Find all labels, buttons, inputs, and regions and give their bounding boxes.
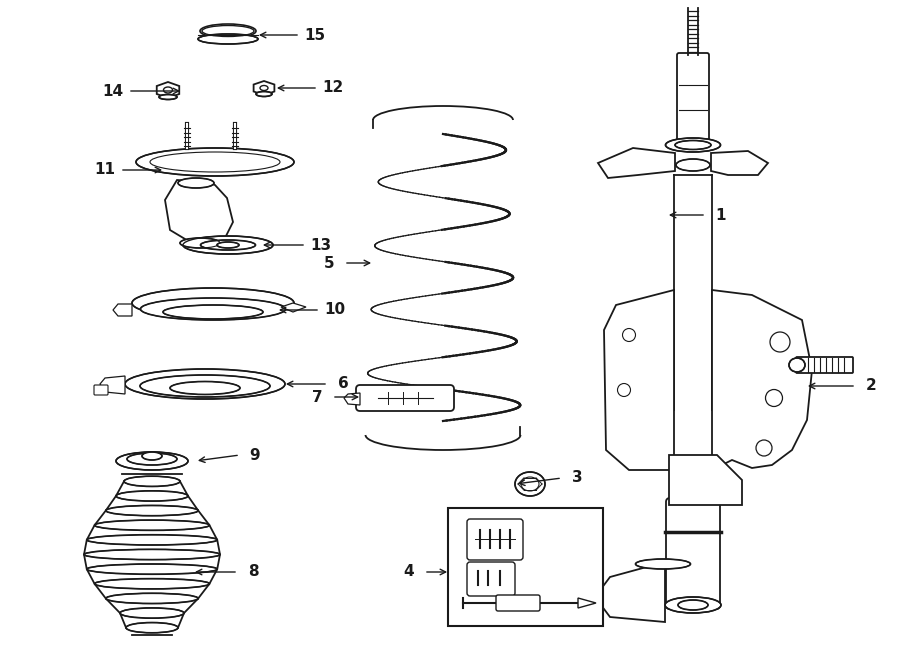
Text: 13: 13: [310, 237, 331, 253]
Polygon shape: [113, 304, 132, 316]
Text: 14: 14: [103, 83, 123, 98]
Polygon shape: [595, 562, 665, 622]
Text: 1: 1: [716, 208, 726, 223]
Ellipse shape: [515, 472, 545, 496]
Ellipse shape: [665, 138, 721, 152]
Ellipse shape: [84, 549, 220, 560]
Polygon shape: [157, 82, 179, 98]
Ellipse shape: [170, 381, 240, 395]
FancyBboxPatch shape: [496, 595, 540, 611]
Ellipse shape: [120, 608, 184, 618]
Text: 11: 11: [94, 163, 115, 178]
Polygon shape: [604, 290, 674, 470]
Ellipse shape: [94, 520, 210, 530]
Text: 15: 15: [304, 28, 326, 42]
Ellipse shape: [198, 34, 258, 44]
Text: 3: 3: [572, 471, 582, 485]
Ellipse shape: [159, 95, 177, 100]
Polygon shape: [344, 393, 360, 405]
Ellipse shape: [217, 242, 239, 248]
Text: 6: 6: [338, 377, 348, 391]
Polygon shape: [165, 180, 233, 244]
Polygon shape: [578, 598, 596, 608]
Polygon shape: [281, 303, 306, 312]
Polygon shape: [598, 148, 675, 178]
Ellipse shape: [142, 452, 162, 460]
Polygon shape: [711, 151, 768, 175]
Ellipse shape: [201, 240, 256, 250]
Ellipse shape: [140, 375, 270, 397]
Text: 4: 4: [404, 564, 414, 580]
FancyBboxPatch shape: [448, 508, 603, 626]
Ellipse shape: [106, 594, 198, 603]
Ellipse shape: [132, 288, 294, 318]
Ellipse shape: [116, 491, 188, 501]
Ellipse shape: [86, 535, 217, 545]
FancyBboxPatch shape: [666, 498, 720, 609]
Ellipse shape: [676, 159, 710, 171]
Ellipse shape: [116, 452, 188, 470]
Polygon shape: [669, 455, 742, 505]
Ellipse shape: [789, 358, 805, 372]
Ellipse shape: [106, 506, 198, 516]
Text: 10: 10: [324, 303, 346, 317]
Ellipse shape: [163, 305, 263, 319]
Ellipse shape: [126, 623, 178, 633]
Text: 9: 9: [249, 447, 260, 463]
FancyBboxPatch shape: [796, 357, 853, 373]
Ellipse shape: [136, 148, 294, 176]
Ellipse shape: [125, 369, 285, 399]
Text: 8: 8: [248, 564, 258, 580]
Ellipse shape: [94, 578, 210, 589]
Text: 7: 7: [311, 389, 322, 405]
Ellipse shape: [635, 559, 690, 569]
Ellipse shape: [678, 600, 708, 610]
Polygon shape: [100, 376, 125, 394]
Ellipse shape: [665, 597, 721, 613]
Polygon shape: [712, 290, 812, 470]
Ellipse shape: [675, 141, 711, 149]
FancyBboxPatch shape: [356, 385, 454, 411]
Text: 12: 12: [322, 81, 344, 95]
Ellipse shape: [200, 24, 256, 38]
Ellipse shape: [183, 236, 273, 254]
Text: 2: 2: [866, 379, 877, 393]
Ellipse shape: [180, 238, 220, 248]
Ellipse shape: [124, 476, 180, 486]
Ellipse shape: [127, 453, 177, 465]
FancyBboxPatch shape: [677, 53, 709, 142]
Ellipse shape: [178, 178, 214, 188]
Ellipse shape: [256, 91, 272, 97]
FancyBboxPatch shape: [467, 562, 515, 596]
Ellipse shape: [86, 564, 217, 574]
Ellipse shape: [140, 298, 285, 320]
Polygon shape: [254, 81, 274, 95]
Text: 5: 5: [324, 256, 334, 270]
FancyBboxPatch shape: [94, 385, 108, 395]
FancyBboxPatch shape: [467, 519, 523, 560]
